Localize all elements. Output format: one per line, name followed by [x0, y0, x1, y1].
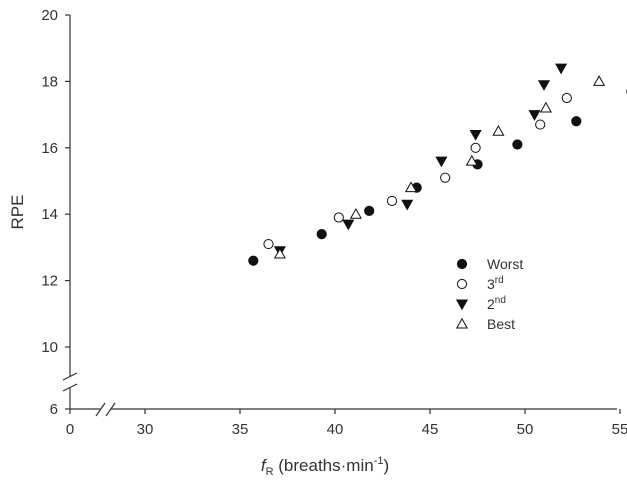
x-tick-label: 35 — [232, 421, 249, 438]
data-point-worst — [317, 230, 326, 239]
data-point-3 — [562, 93, 571, 102]
x-tick-label: 0 — [66, 421, 74, 438]
data-point-2 — [343, 220, 353, 229]
data-point-3 — [441, 173, 450, 182]
data-point-best — [351, 209, 361, 218]
x-axis-title-sup: -1 — [374, 455, 384, 467]
x-tick-label: 45 — [422, 421, 439, 438]
data-point-best — [493, 126, 503, 135]
legend-label-sup: rd — [495, 275, 504, 286]
x-axis-title-rest: (breaths·min — [274, 456, 374, 475]
data-point-worst — [249, 256, 258, 265]
x-tick-label: 40 — [327, 421, 344, 438]
x-axis-title-sub: R — [266, 466, 274, 478]
legend-marker-2 — [457, 300, 467, 309]
axes-layer: 61012141618200303540455055606570 — [41, 7, 627, 438]
legend-label-sup: nd — [495, 295, 506, 306]
legend-label-text: 3 — [487, 276, 495, 292]
legend-label-2: 2nd — [487, 295, 506, 312]
legend-label-text: Best — [487, 316, 515, 332]
data-point-2 — [539, 81, 549, 90]
legend-label-best: Best — [487, 316, 515, 332]
data-point-3 — [387, 196, 396, 205]
legend-marker-3 — [457, 279, 466, 288]
data-point-best — [541, 103, 551, 112]
data-point-worst — [513, 140, 522, 149]
data-point-3 — [471, 143, 480, 152]
data-point-worst — [572, 117, 581, 126]
legend-label-text: Worst — [487, 256, 523, 272]
points-layer — [249, 20, 627, 266]
x-tick-label: 50 — [517, 421, 534, 438]
data-point-2 — [436, 157, 446, 166]
legend-label-text: 2 — [487, 296, 495, 312]
legend-label-3: 3rd — [487, 275, 504, 292]
data-point-worst — [365, 206, 374, 215]
x-axis-title-close: ) — [383, 456, 389, 475]
data-point-2 — [470, 131, 480, 140]
data-point-best — [594, 76, 604, 85]
y-tick-label: 12 — [41, 273, 58, 290]
data-point-3 — [536, 120, 545, 129]
y-tick-label: 18 — [41, 73, 58, 90]
y-tick-label: 20 — [41, 7, 58, 24]
data-point-2 — [556, 64, 566, 73]
data-point-2 — [529, 111, 539, 120]
y-tick-label: 10 — [41, 339, 58, 356]
x-axis-title: fR (breaths·min-1) — [261, 455, 389, 478]
legend-marker-worst — [457, 259, 466, 268]
data-point-2 — [402, 200, 412, 209]
y-axis-title: RPE — [8, 195, 27, 230]
x-tick-label: 30 — [137, 421, 154, 438]
y-tick-label: 16 — [41, 140, 58, 157]
y-tick-label: 6 — [50, 401, 58, 418]
legend-label-worst: Worst — [487, 256, 523, 272]
data-point-3 — [334, 213, 343, 222]
legend-marker-best — [457, 319, 467, 328]
x-tick-label: 55 — [612, 421, 627, 438]
y-tick-label: 14 — [41, 206, 58, 223]
data-point-3 — [264, 239, 273, 248]
